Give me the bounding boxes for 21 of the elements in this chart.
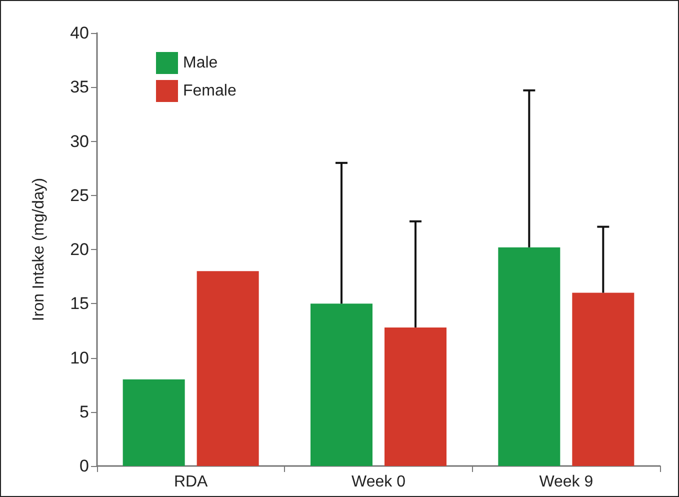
y-tick-label: 30 xyxy=(70,132,89,151)
y-tick-label: 25 xyxy=(70,186,89,205)
bar xyxy=(572,292,634,466)
x-tick-label: RDA xyxy=(174,474,208,490)
bar xyxy=(196,271,259,466)
bar xyxy=(310,304,372,466)
y-tick-label: 15 xyxy=(70,294,89,314)
y-axis-title: Iron Intake (mg/day) xyxy=(30,178,48,322)
bar xyxy=(384,327,446,466)
x-tick-label: Week 0 xyxy=(352,474,406,490)
legend-label: Male xyxy=(183,54,218,72)
bar xyxy=(498,247,560,466)
y-tick-label: 0 xyxy=(80,456,89,476)
y-tick-label: 35 xyxy=(70,78,89,97)
y-tick-label: 10 xyxy=(70,348,89,368)
x-tick-label: Week 9 xyxy=(539,474,594,490)
bar xyxy=(122,379,185,466)
y-tick-label: 20 xyxy=(70,240,89,259)
y-tick-label: 40 xyxy=(70,24,89,42)
y-tick-label: 5 xyxy=(80,402,89,422)
legend-label: Female xyxy=(183,82,236,100)
